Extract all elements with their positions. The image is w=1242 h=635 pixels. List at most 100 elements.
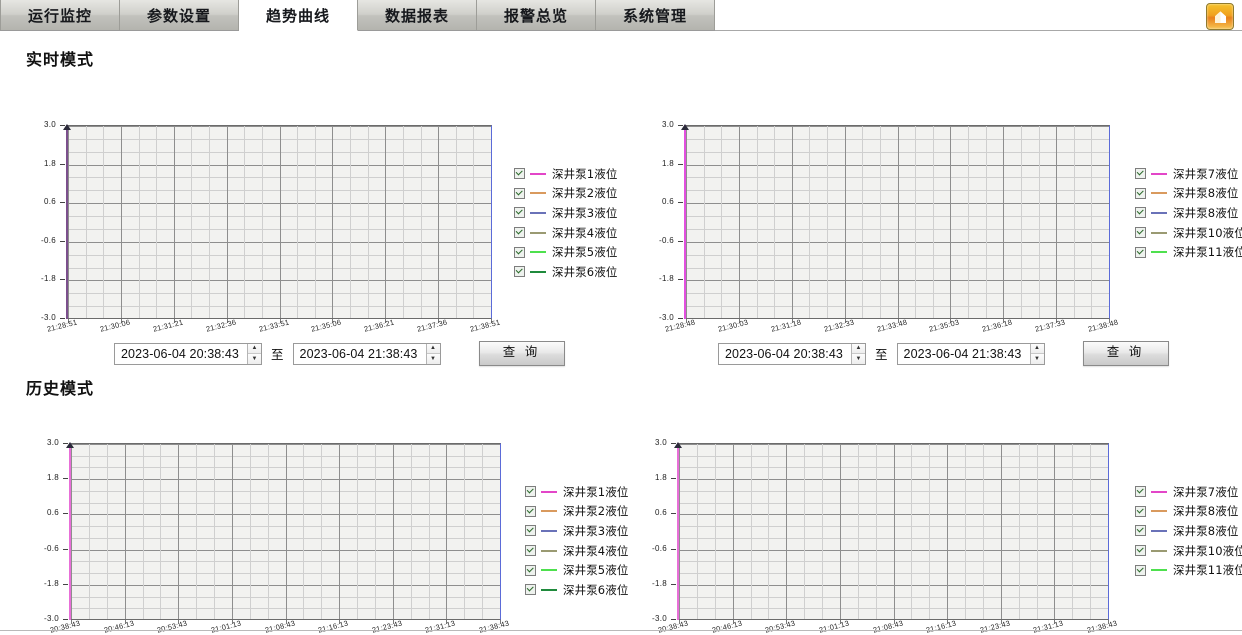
query-button[interactable]: 查 询 <box>1082 341 1169 366</box>
legend-item[interactable]: 深井泵7液位 <box>1135 164 1242 184</box>
legend-checkbox[interactable] <box>1135 525 1146 537</box>
legend-item[interactable]: 深井泵6液位 <box>525 580 628 600</box>
legend-checkbox[interactable] <box>525 486 536 498</box>
plot-area[interactable] <box>686 125 1110 319</box>
start-datetime-field[interactable]: 2023-06-04 20:38:43 ▲ ▼ <box>718 342 866 365</box>
legend-checkbox[interactable] <box>525 525 536 537</box>
legend-item[interactable]: 深井泵10液位 <box>1135 541 1242 561</box>
legend-checkbox[interactable] <box>525 505 536 517</box>
end-datetime-field[interactable]: 2023-06-04 21:38:43 ▲ ▼ <box>292 342 441 365</box>
end-datetime-field-value[interactable]: 2023-06-04 21:38:43 <box>299 346 418 361</box>
start-datetime-field[interactable]: 2023-06-04 20:38:43 ▲ ▼ <box>114 342 262 365</box>
y-axis-arrow-icon <box>63 124 71 130</box>
legend-item[interactable]: 深井泵2液位 <box>514 184 617 204</box>
legend-checkbox[interactable] <box>1135 227 1146 239</box>
chevron-up-icon[interactable]: ▲ <box>852 343 865 354</box>
legend-checkbox[interactable] <box>1135 486 1146 498</box>
legend-checkbox[interactable] <box>514 207 525 219</box>
start-datetime-field-spinner[interactable]: ▲ ▼ <box>851 343 865 364</box>
plot-area[interactable] <box>68 125 492 319</box>
legend-item[interactable]: 深井泵8液位 <box>1135 203 1242 223</box>
tab-2[interactable]: 趋势曲线 <box>239 0 358 31</box>
x-tick-mark <box>1001 620 1002 624</box>
query-button[interactable]: 查 询 <box>478 341 565 366</box>
legend-checkbox[interactable] <box>1135 545 1146 557</box>
chart-legend: 深井泵7液位 深井泵8液位 深井泵8液位 深井泵10液位 深井泵11液位 <box>1135 164 1242 262</box>
start-datetime-field-spinner[interactable]: ▲ ▼ <box>247 343 261 364</box>
end-datetime-field-value[interactable]: 2023-06-04 21:38:43 <box>903 346 1022 361</box>
chevron-up-icon[interactable]: ▲ <box>248 343 261 354</box>
x-tick-mark <box>68 319 69 323</box>
x-tick-mark <box>898 319 899 323</box>
legend-checkbox[interactable] <box>1135 168 1146 180</box>
x-tick-label: 21:33:51 <box>258 317 291 334</box>
plot-area[interactable] <box>71 443 501 620</box>
x-tick-label: 21:37:36 <box>416 317 449 334</box>
legend-item[interactable]: 深井泵8液位 <box>1135 184 1242 204</box>
legend-item[interactable]: 深井泵6液位 <box>514 262 617 282</box>
legend-checkbox[interactable] <box>1135 564 1146 576</box>
chevron-down-icon[interactable]: ▼ <box>852 354 865 364</box>
y-tick-label: 3.0 <box>654 438 667 447</box>
legend-item[interactable]: 深井泵8液位 <box>1135 521 1242 541</box>
legend-checkbox[interactable] <box>514 187 525 199</box>
plot-area[interactable] <box>679 443 1109 620</box>
x-tick-label: 21:30:06 <box>99 317 132 334</box>
x-tick-mark <box>1108 620 1109 624</box>
legend-item[interactable]: 深井泵11液位 <box>1135 560 1242 580</box>
legend-item[interactable]: 深井泵5液位 <box>525 560 628 580</box>
y-tick-mark <box>60 318 65 319</box>
tab-3[interactable]: 数据报表 <box>358 0 477 30</box>
legend-checkbox[interactable] <box>1135 187 1146 199</box>
legend-checkbox[interactable] <box>514 246 525 258</box>
chevron-down-icon[interactable]: ▼ <box>426 354 440 364</box>
tab-5[interactable]: 系统管理 <box>596 0 715 30</box>
legend-label: 深井泵2液位 <box>552 186 618 201</box>
legend-color-swatch <box>1151 510 1167 513</box>
legend-checkbox[interactable] <box>525 564 536 576</box>
chevron-down-icon[interactable]: ▼ <box>1030 354 1044 364</box>
legend-label: 深井泵4液位 <box>552 225 618 240</box>
legend-checkbox[interactable] <box>1135 207 1146 219</box>
legend-item[interactable]: 深井泵3液位 <box>514 203 617 223</box>
tab-4[interactable]: 报警总览 <box>477 0 596 30</box>
legend-checkbox[interactable] <box>525 584 536 596</box>
x-tick-label: 21:38:48 <box>1087 317 1120 334</box>
legend-item[interactable]: 深井泵2液位 <box>525 502 628 522</box>
legend-item[interactable]: 深井泵3液位 <box>525 521 628 541</box>
legend-checkbox[interactable] <box>1135 505 1146 517</box>
legend-item[interactable]: 深井泵1液位 <box>514 164 617 184</box>
legend-item[interactable]: 深井泵4液位 <box>525 541 628 561</box>
legend-checkbox[interactable] <box>514 227 525 239</box>
legend-color-swatch <box>530 231 546 234</box>
legend-label: 深井泵8液位 <box>1173 504 1239 519</box>
legend-item[interactable]: 深井泵7液位 <box>1135 482 1242 502</box>
legend-item[interactable]: 深井泵1液位 <box>525 482 628 502</box>
tab-1[interactable]: 参数设置 <box>120 0 239 30</box>
start-datetime-field-value[interactable]: 2023-06-04 20:38:43 <box>725 346 843 361</box>
legend-color-swatch <box>1151 490 1167 493</box>
chart-legend: 深井泵1液位深井泵2液位深井泵3液位深井泵4液位深井泵5液位 深井泵6液位 <box>514 164 617 282</box>
home-icon <box>1213 10 1228 24</box>
tab-label: 运行监控 <box>27 7 92 25</box>
legend-item[interactable]: 深井泵5液位 <box>514 242 617 262</box>
legend-item[interactable]: 深井泵11液位 <box>1135 242 1242 262</box>
legend-item[interactable]: 深井泵4液位 <box>514 223 617 243</box>
chevron-up-icon[interactable]: ▲ <box>1030 343 1044 354</box>
legend-checkbox[interactable] <box>525 545 536 557</box>
start-datetime-field-value[interactable]: 2023-06-04 20:38:43 <box>121 346 239 361</box>
legend-item[interactable]: 深井泵10液位 <box>1135 223 1242 243</box>
end-datetime-field[interactable]: 2023-06-04 21:38:43 ▲ ▼ <box>896 342 1045 365</box>
end-datetime-field-spinner[interactable]: ▲ ▼ <box>1029 343 1044 364</box>
legend-checkbox[interactable] <box>1135 246 1146 258</box>
x-tick-mark <box>446 620 447 624</box>
end-datetime-field-spinner[interactable]: ▲ ▼ <box>425 343 440 364</box>
chevron-down-icon[interactable]: ▼ <box>248 354 261 364</box>
home-icon-button[interactable] <box>1206 3 1234 30</box>
tab-0[interactable]: 运行监控 <box>0 0 120 30</box>
chevron-up-icon[interactable]: ▲ <box>426 343 440 354</box>
legend-checkbox[interactable] <box>514 266 525 278</box>
y-tick-mark <box>60 125 65 126</box>
legend-item[interactable]: 深井泵8液位 <box>1135 502 1242 522</box>
legend-checkbox[interactable] <box>514 168 525 180</box>
